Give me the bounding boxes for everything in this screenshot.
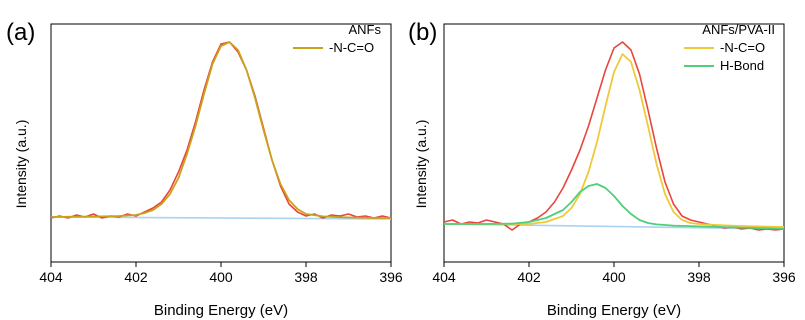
panel-a-xtick-label-404: 404 [39,269,63,285]
panel-a-plot-area: 404 402 400 398 396 [39,23,403,285]
panel-a-xlabel: Binding Energy (eV) [154,302,288,319]
panel-b-xtick-label-398: 398 [687,269,711,285]
panel-a-legend: ANFs -N-C=O [293,22,382,55]
panel-a-label: (a) [6,19,35,46]
panel-a-xtick-label-402: 402 [124,269,148,285]
panel-b-xtick-label-404: 404 [432,269,456,285]
panel-b-xtick-label-400: 400 [602,269,626,285]
panel-a-xtick-label-400: 400 [209,269,233,285]
panel-b-label: (b) [408,19,437,46]
panel-b: (b) Intensity (a.u.) Binding Energy (eV)… [408,19,796,319]
panel-b-xtick-label-396: 396 [772,269,796,285]
panel-a-series-raw-line [50,41,392,219]
panel-b-ylabel: Intensity (a.u.) [413,120,429,209]
panel-a-xtick-label-398: 398 [294,269,318,285]
panel-b-xtick-label-402: 402 [517,269,541,285]
panel-a-xtick-label-396: 396 [379,269,403,285]
panel-a: (a) Intensity (a.u.) Binding Energy (eV)… [6,19,403,319]
panel-b-legend-label-n-c-o: -N-C=O [720,40,765,55]
panel-a-ylabel: Intensity (a.u.) [13,120,29,209]
panel-b-xlabel: Binding Energy (eV) [547,302,681,319]
panel-b-series-n-c-o-line [444,53,785,228]
panel-b-series-h-bond-line [444,183,785,230]
panel-a-legend-title: ANFs [349,22,382,37]
panel-b-legend-title: ANFs/PVA-II [702,22,775,37]
panel-a-legend-label-n-c-o: -N-C=O [329,40,374,55]
panel-b-plot-area: 404 402 400 398 396 [432,23,796,285]
panel-b-legend: ANFs/PVA-II -N-C=O H-Bond [684,22,775,73]
panel-a-frame [50,23,392,263]
panel-a-series-n-c-o-line [50,41,391,219]
panel-b-legend-label-h-bond: H-Bond [720,58,764,73]
